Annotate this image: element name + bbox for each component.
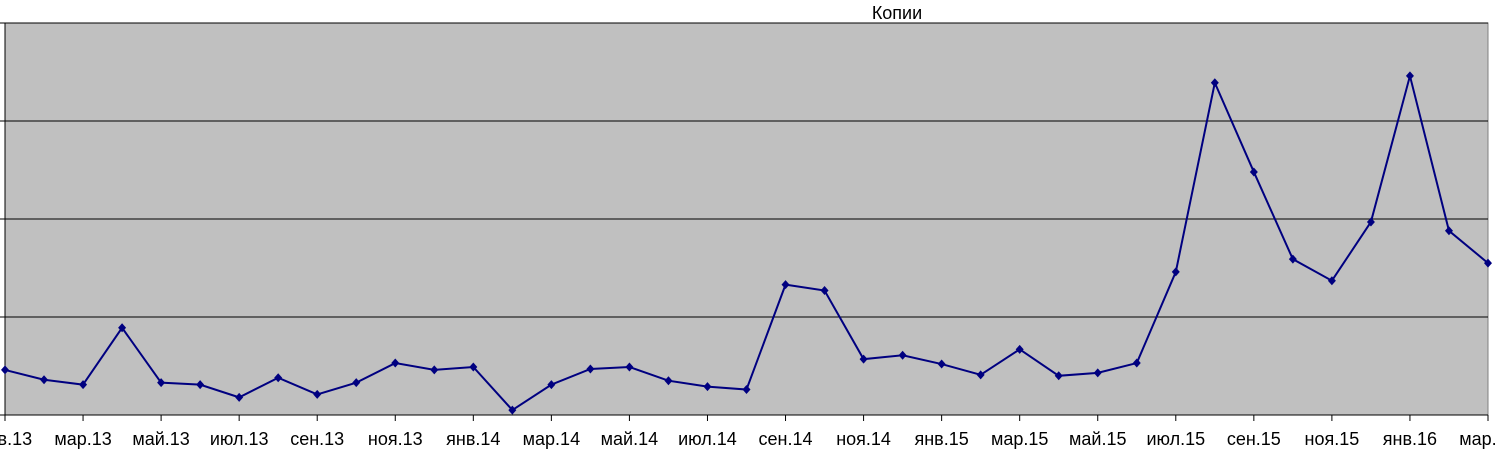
data-point [703, 382, 712, 392]
x-tick-label: сен.15 [1227, 429, 1281, 449]
data-point [937, 359, 946, 369]
data-point [1366, 217, 1375, 227]
data-point [196, 380, 205, 390]
data-point [898, 350, 907, 360]
x-tick-label: ноя.14 [836, 429, 891, 449]
data-point [1132, 358, 1141, 368]
x-tick-label: май.14 [601, 429, 658, 449]
data-point [586, 364, 595, 374]
x-tick-label: май.13 [132, 429, 189, 449]
data-point [1, 365, 9, 375]
x-tick-label: май.15 [1069, 429, 1126, 449]
data-point [625, 362, 634, 372]
data-point [313, 389, 322, 399]
data-point [664, 376, 673, 386]
x-tick-label: янв.13 [0, 429, 32, 449]
data-point [391, 358, 400, 368]
x-tick-label: мар.13 [54, 429, 111, 449]
data-point [118, 323, 127, 333]
data-point [742, 385, 751, 395]
data-point [1484, 258, 1492, 268]
x-tick-label: сен.14 [759, 429, 813, 449]
x-tick-label: июл.14 [678, 429, 737, 449]
data-point [430, 365, 439, 375]
data-point [1327, 276, 1336, 286]
data-point [79, 380, 88, 390]
data-point [352, 378, 361, 388]
x-tick-label: ноя.13 [368, 429, 423, 449]
data-point [820, 286, 829, 296]
data-point [469, 362, 478, 372]
data-point [1210, 78, 1219, 88]
x-tick-label: ноя.15 [1305, 429, 1360, 449]
chart-title: Копии [872, 3, 922, 23]
data-point [1171, 267, 1180, 277]
data-point [976, 370, 985, 380]
data-point [1444, 226, 1453, 236]
data-point [781, 280, 790, 290]
data-point [859, 354, 868, 364]
x-tick-label: янв.15 [914, 429, 968, 449]
data-point [157, 378, 166, 388]
x-tick-label: июл.13 [210, 429, 269, 449]
x-tick-label: мар.16 [1459, 429, 1498, 449]
data-point [1288, 254, 1297, 264]
data-point [508, 405, 517, 415]
data-point [1405, 71, 1414, 81]
data-point [235, 392, 244, 402]
x-tick-label: янв.16 [1383, 429, 1437, 449]
x-tick-label: сен.13 [290, 429, 344, 449]
data-point [1249, 167, 1258, 177]
data-point [274, 373, 283, 383]
x-tick-label: мар.14 [523, 429, 580, 449]
x-tick-label: янв.14 [446, 429, 500, 449]
data-point [1093, 368, 1102, 378]
x-tick-label: мар.15 [991, 429, 1048, 449]
data-point [1054, 371, 1063, 381]
data-point [40, 375, 49, 385]
data-point [547, 380, 556, 390]
x-tick-label: июл.15 [1146, 429, 1205, 449]
data-point [1015, 344, 1024, 354]
